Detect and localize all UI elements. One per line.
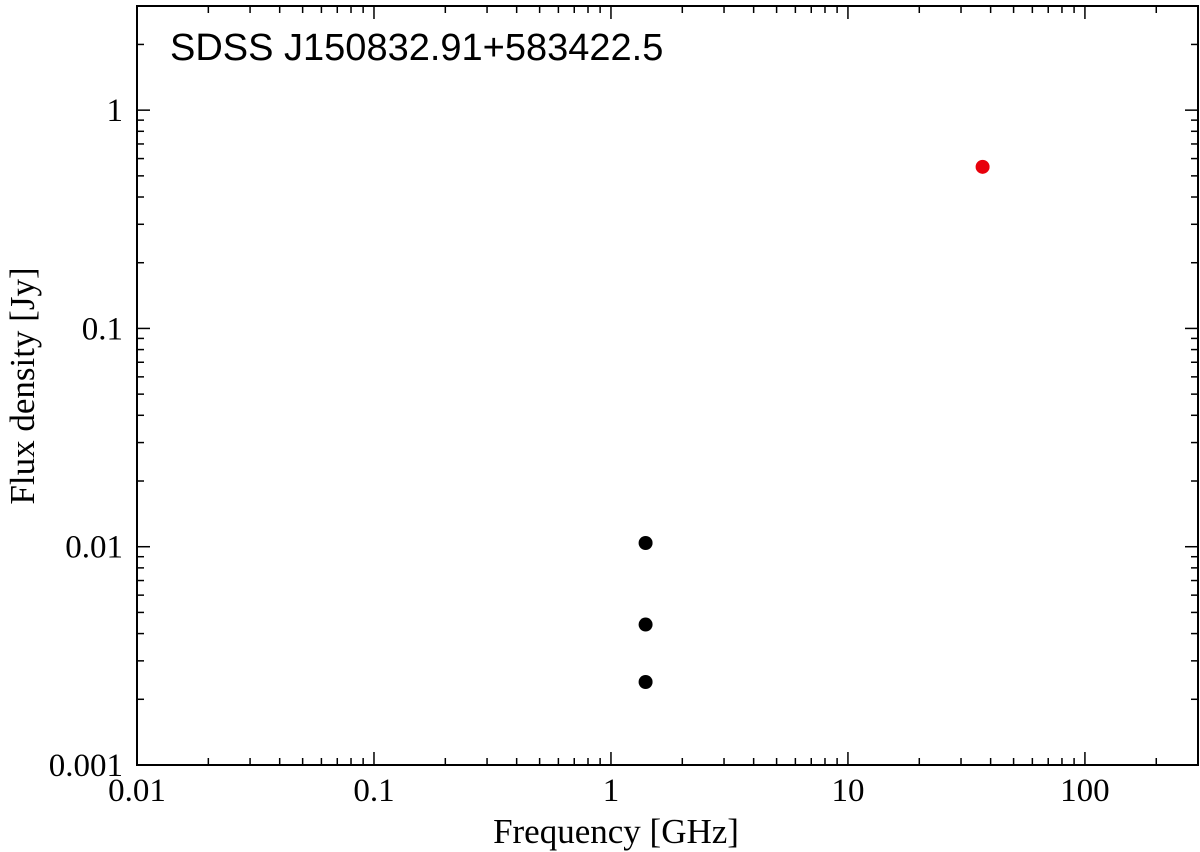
x-tick-label: 1 bbox=[603, 773, 620, 809]
x-tick-label: 10 bbox=[831, 773, 864, 809]
data-point-series-2 bbox=[975, 159, 990, 174]
chart-title: SDSS J150832.91+583422.5 bbox=[170, 27, 663, 69]
y-axis-label: Flux density [Jy] bbox=[3, 267, 42, 504]
x-axis-label: Frequency [GHz] bbox=[493, 812, 739, 851]
data-point-series-1 bbox=[638, 535, 653, 550]
y-tick-label: 0.01 bbox=[65, 530, 123, 566]
plot-frame bbox=[136, 5, 1199, 766]
data-point-series-1 bbox=[638, 617, 653, 632]
axis-ticks bbox=[136, 5, 1199, 766]
y-tick-label: 0.001 bbox=[49, 748, 123, 784]
x-tick-label: 0.01 bbox=[108, 773, 166, 809]
y-tick-label: 1 bbox=[107, 93, 124, 129]
x-tick-label: 100 bbox=[1060, 773, 1110, 809]
data-points bbox=[638, 159, 990, 690]
y-tick-label: 0.1 bbox=[82, 311, 123, 347]
data-point-series-1 bbox=[638, 675, 653, 690]
x-tick-label: 0.1 bbox=[353, 773, 394, 809]
